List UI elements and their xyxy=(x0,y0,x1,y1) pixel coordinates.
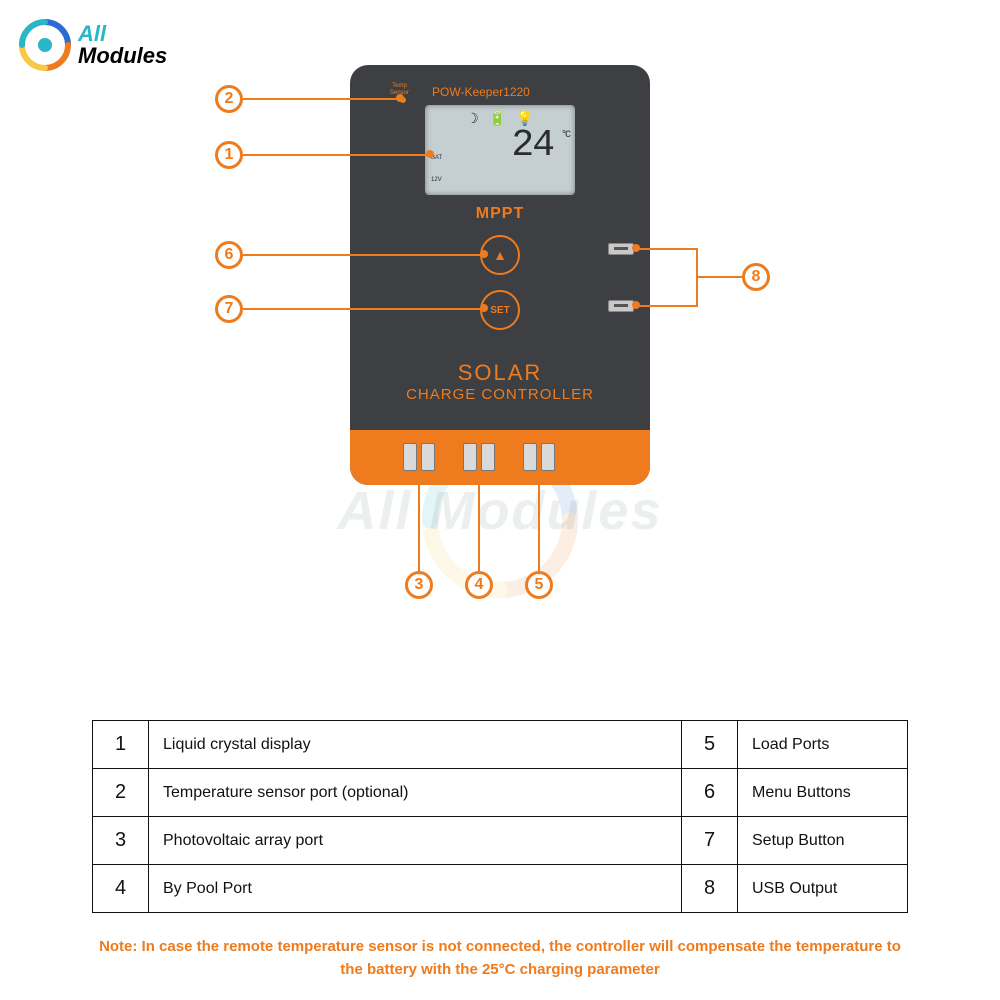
device-title-line1: SOLAR xyxy=(350,360,650,386)
device-title-line2: CHARGE CONTROLLER xyxy=(350,386,650,403)
legend-desc: Liquid crystal display xyxy=(149,721,682,769)
callout-dot-2 xyxy=(396,94,404,102)
legend-desc: Temperature sensor port (optional) xyxy=(149,769,682,817)
callout-line-6 xyxy=(243,254,483,256)
device-model-label: POW-Keeper1220 xyxy=(432,85,530,99)
callout-circle-7: 7 xyxy=(215,295,243,323)
callout-line-3 xyxy=(418,481,420,571)
legend-num: 2 xyxy=(93,769,149,817)
callout-line-4 xyxy=(478,481,480,571)
legend-num: 4 xyxy=(93,865,149,913)
moon-icon: ☽ xyxy=(466,110,479,127)
callout-line-2 xyxy=(243,98,399,100)
legend-desc: By Pool Port xyxy=(149,865,682,913)
legend-num: 8 xyxy=(682,865,738,913)
legend-desc: Photovoltaic array port xyxy=(149,817,682,865)
callout-dot-7 xyxy=(480,304,488,312)
legend-table: 1 Liquid crystal display 5 Load Ports 2 … xyxy=(92,720,908,913)
bottom-terminals xyxy=(350,443,650,485)
callout-circle-1: 1 xyxy=(215,141,243,169)
device-body: TempSensor POW-Keeper1220 ☽ 🔋 💡 24 °C BA… xyxy=(350,65,650,485)
table-row: 2 Temperature sensor port (optional) 6 M… xyxy=(93,769,908,817)
mppt-label: MPPT xyxy=(350,205,650,223)
table-row: 4 By Pool Port 8 USB Output xyxy=(93,865,908,913)
usb-port-2 xyxy=(608,300,634,312)
diagram-area: TempSensor POW-Keeper1220 ☽ 🔋 💡 24 °C BA… xyxy=(0,45,1000,685)
callout-line-1 xyxy=(243,154,429,156)
legend-num: 3 xyxy=(93,817,149,865)
callout-dot-8a xyxy=(632,244,640,252)
lcd-value: 24 °C xyxy=(425,127,575,165)
legend-body: 1 Liquid crystal display 5 Load Ports 2 … xyxy=(93,721,908,913)
legend-num: 1 xyxy=(93,721,149,769)
lcd-12v-label: 12V xyxy=(431,177,442,183)
callout-dot-6 xyxy=(480,250,488,258)
callout-circle-8: 8 xyxy=(742,263,770,291)
set-button-label: SET xyxy=(490,305,509,316)
usb-port-1 xyxy=(608,243,634,255)
callout-dot-8b xyxy=(632,301,640,309)
legend-desc: Menu Buttons xyxy=(738,769,908,817)
callout-dot-1 xyxy=(426,150,434,158)
device-title: SOLAR CHARGE CONTROLLER xyxy=(350,360,650,403)
callout-dot-4 xyxy=(474,477,482,485)
callout-circle-5: 5 xyxy=(525,571,553,599)
legend-num: 6 xyxy=(682,769,738,817)
legend-desc: Load Ports xyxy=(738,721,908,769)
lcd-unit: °C xyxy=(561,131,569,141)
triangle-up-icon: ▲ xyxy=(493,247,507,263)
callout-line-8a xyxy=(636,248,696,250)
callout-line-5 xyxy=(538,481,540,571)
legend-num: 5 xyxy=(682,721,738,769)
logo-text-top: All xyxy=(78,23,167,45)
callout-line-8c xyxy=(696,276,742,278)
battery-icon: 🔋 xyxy=(489,110,506,127)
callout-circle-4: 4 xyxy=(465,571,493,599)
table-row: 3 Photovoltaic array port 7 Setup Button xyxy=(93,817,908,865)
callout-circle-6: 6 xyxy=(215,241,243,269)
callout-line-7 xyxy=(243,308,483,310)
lcd-display: ☽ 🔋 💡 24 °C BAT 12V xyxy=(425,105,575,195)
callout-dot-5 xyxy=(534,477,542,485)
legend-desc: Setup Button xyxy=(738,817,908,865)
table-row: 1 Liquid crystal display 5 Load Ports xyxy=(93,721,908,769)
footnote: Note: In case the remote temperature sen… xyxy=(90,936,910,981)
legend-desc: USB Output xyxy=(738,865,908,913)
callout-circle-3: 3 xyxy=(405,571,433,599)
callout-dot-3 xyxy=(414,477,422,485)
callout-circle-2: 2 xyxy=(215,85,243,113)
legend-num: 7 xyxy=(682,817,738,865)
callout-line-8b xyxy=(636,305,696,307)
